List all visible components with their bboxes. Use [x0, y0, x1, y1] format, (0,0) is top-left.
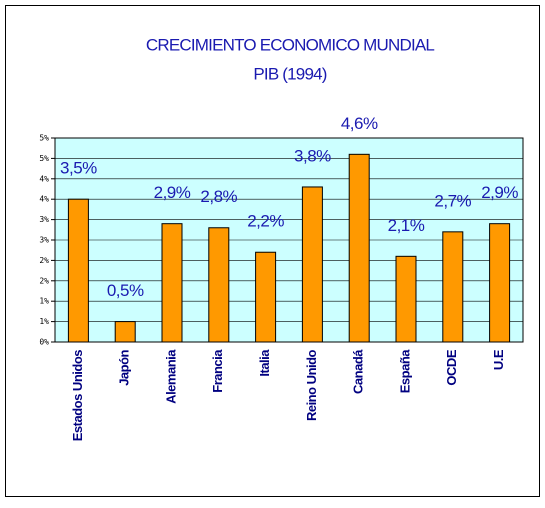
y-tick-label: 0% [39, 338, 49, 347]
x-tick-label: Japón [117, 349, 132, 385]
x-tick-label: España [397, 349, 412, 394]
data-label: 2,2% [247, 212, 284, 231]
y-tick-label: 5% [39, 154, 49, 163]
bar [161, 223, 183, 343]
bar [442, 231, 464, 343]
bar [489, 223, 511, 343]
x-tick-label: Italia [257, 349, 272, 377]
bar [395, 255, 417, 343]
data-label: 2,1% [388, 216, 425, 235]
y-tick-label: 2% [39, 276, 49, 285]
data-label: 3,8% [294, 146, 331, 165]
x-tick-label: Canadá [351, 349, 366, 394]
bar [301, 186, 323, 343]
x-tick-label: Alemania [163, 349, 178, 404]
data-label: 4,6% [341, 114, 378, 133]
x-tick-label: Reino Unido [304, 349, 319, 421]
y-tick-label: 3% [39, 236, 49, 245]
y-tick-label: 3% [39, 215, 49, 224]
bar [67, 198, 89, 343]
y-tick-label: 1% [39, 317, 49, 326]
data-label: 0,5% [107, 281, 144, 300]
x-tick-label: OCDE [444, 349, 459, 385]
bar [348, 153, 370, 343]
x-tick-label: U.E [491, 349, 506, 370]
y-tick-label: 1% [39, 297, 49, 306]
y-tick-label: 4% [39, 174, 49, 183]
chart-title: CRECIMIENTO ECONOMICO MUNDIAL [146, 35, 435, 54]
y-tick-label: 2% [39, 256, 49, 265]
chart-subtitle: PIB (1994) [253, 64, 326, 83]
bar [114, 321, 136, 343]
x-tick-label: Francia [210, 349, 225, 393]
y-tick-label: 4% [39, 195, 49, 204]
data-label: 3,5% [60, 159, 97, 178]
data-label: 2,7% [434, 191, 471, 210]
data-label: 2,9% [154, 183, 191, 202]
plot-border [54, 137, 524, 343]
data-label: 2,9% [481, 183, 518, 202]
x-tick-label: Estados Unidos [70, 350, 85, 442]
bar [208, 227, 230, 343]
y-tick-label: 5% [39, 134, 49, 143]
data-label: 2,8% [200, 187, 237, 206]
bar [255, 251, 277, 343]
